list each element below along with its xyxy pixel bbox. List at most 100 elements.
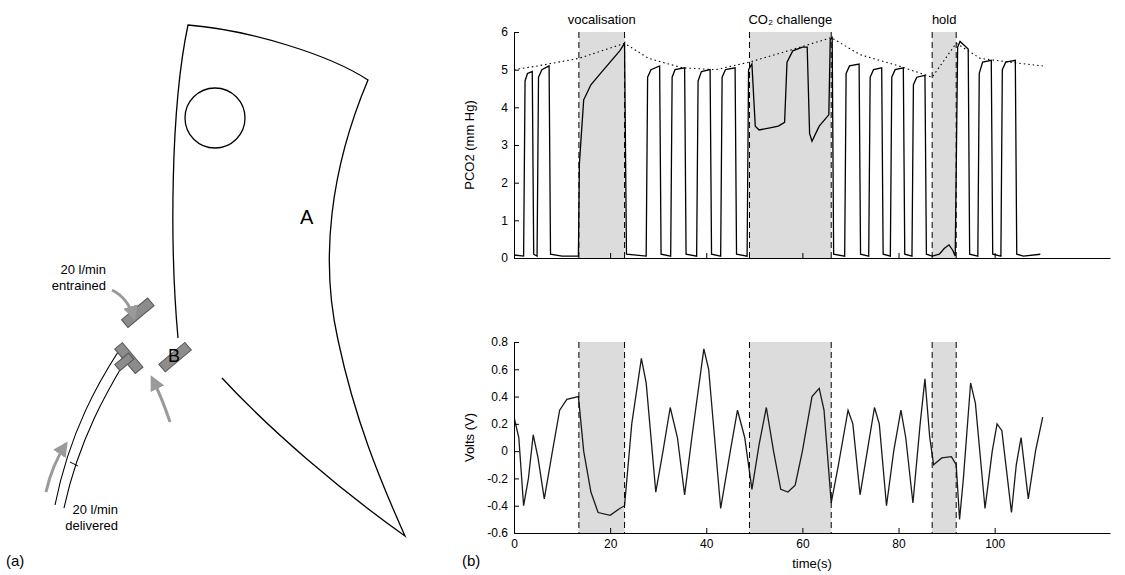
tick-label: 6 [501, 25, 508, 39]
tick-mark [706, 528, 707, 533]
tick-label: 40 [700, 537, 714, 551]
tick-mark [514, 424, 519, 425]
region-edge [831, 342, 832, 533]
tick: 0.4 [491, 390, 519, 404]
tick-mark [514, 528, 515, 533]
tick-mark [514, 397, 519, 398]
panel-label: (b) [462, 552, 480, 569]
mask-port [185, 88, 245, 148]
flow-label: entrained [52, 278, 106, 293]
tick: 4 [501, 101, 519, 115]
tick-label: 20 [604, 537, 618, 551]
tick-mark [514, 32, 519, 33]
tick: 0 [511, 528, 518, 551]
tick [802, 253, 803, 258]
tick-mark [802, 528, 803, 533]
tick: -0.4 [487, 499, 519, 513]
tick-mark [514, 369, 519, 370]
tick: 20 [604, 528, 618, 551]
figure: AB20 l/minentrained20 l/mindelivered(a)(… [0, 0, 1125, 575]
tick [899, 253, 900, 258]
tick-mark [706, 253, 707, 258]
tick: 6 [501, 25, 519, 39]
tick: 100 [985, 528, 1005, 551]
panel-label: (a) [6, 552, 24, 569]
tick: 0.2 [491, 417, 519, 431]
chart: vocalisationCO₂ challengehold0123456PCO2… [462, 12, 1111, 265]
tick-label: 60 [796, 537, 810, 551]
tube-wall [64, 358, 127, 508]
shaded-region [932, 342, 956, 533]
shaded-region [932, 32, 956, 258]
tick-label: 0 [501, 444, 508, 458]
mask-outline [173, 25, 405, 536]
envelope-line [514, 38, 1043, 78]
tick-mark [610, 253, 611, 258]
tick-mark [514, 145, 519, 146]
region-edge [578, 32, 579, 258]
region-edge [932, 32, 933, 258]
tick-label: 0 [511, 537, 518, 551]
region-edge [956, 342, 957, 533]
region-label: CO₂ challenge [748, 12, 832, 27]
x-axis: 0 20 40 60 80 100 [511, 528, 1110, 551]
axis-line [514, 343, 515, 534]
tick-mark [514, 506, 519, 507]
axis-line [515, 258, 1111, 259]
tick-mark [514, 107, 519, 108]
tick-mark [995, 528, 996, 533]
region-edge [749, 32, 750, 258]
plot-area [514, 342, 1043, 533]
flow-label: delivered [65, 518, 118, 533]
tick: 60 [796, 528, 810, 551]
shaded-region [750, 32, 832, 258]
tick-mark [514, 183, 519, 184]
tick: 0.6 [491, 363, 519, 377]
y-axis-title: PCO2 (mm Hg) [462, 100, 477, 190]
y-axis: 0 1 2 3 4 5 6 [501, 25, 519, 265]
tick: 3 [501, 138, 519, 152]
tick: 1 [501, 214, 519, 228]
tick-label: 0.2 [491, 417, 508, 431]
y-axis-title: Volts (V) [462, 413, 477, 462]
flow-label: 20 l/min [72, 502, 118, 517]
tick-mark [610, 528, 611, 533]
tick-label: 0.4 [491, 390, 508, 404]
tick-label: 3 [501, 138, 508, 152]
tick-mark [514, 342, 519, 343]
tick: 5 [501, 63, 519, 77]
tick-label: 80 [892, 537, 906, 551]
connector-piece [115, 343, 143, 374]
tick-mark [514, 451, 519, 452]
tick-label: 1 [501, 214, 508, 228]
tick-label: 5 [501, 63, 508, 77]
tick-mark [802, 253, 803, 258]
diagram: AB20 l/minentrained20 l/mindelivered [46, 25, 405, 536]
tick-label: -0.6 [487, 526, 508, 540]
region-edge [831, 32, 832, 258]
tick-label: -0.4 [487, 499, 508, 513]
flow-arrow [152, 378, 170, 422]
part-label: B [168, 346, 180, 366]
trace-line [514, 349, 1043, 520]
shaded-region [579, 32, 625, 258]
flow-label: 20 l/min [60, 262, 106, 277]
axis-line [515, 533, 1111, 534]
tick-label: 0 [501, 251, 508, 265]
shaded-region [579, 342, 625, 533]
tick-label: 100 [985, 537, 1005, 551]
tick-label: 0.6 [491, 363, 508, 377]
trace-line [514, 38, 1040, 256]
tick: 40 [700, 528, 714, 551]
tick: -0.2 [487, 472, 519, 486]
region-edge [932, 342, 933, 533]
tube-mark [70, 462, 78, 466]
region-edge [956, 32, 957, 258]
connector [96, 298, 192, 394]
tick-label: 2 [501, 176, 508, 190]
tick-mark [514, 70, 519, 71]
part-label: A [300, 206, 314, 228]
flow-arrow [46, 444, 66, 492]
tick: 0 [501, 444, 519, 458]
tick [995, 253, 996, 258]
